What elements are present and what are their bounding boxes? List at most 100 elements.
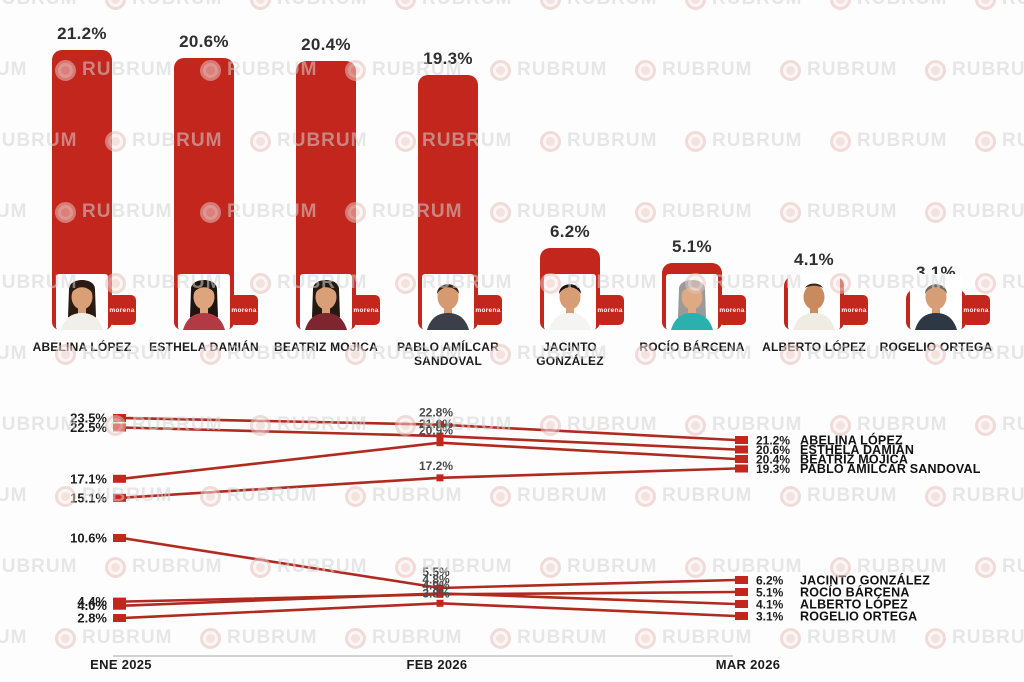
party-logo-label: morena bbox=[963, 306, 989, 314]
avatar-neck bbox=[566, 306, 574, 315]
avatar-torso bbox=[671, 313, 713, 330]
avatar-head bbox=[193, 284, 215, 310]
avatar-torso bbox=[549, 313, 591, 330]
trend-marker-left bbox=[113, 414, 126, 422]
candidate-avatar bbox=[788, 274, 840, 330]
bar-value-label: 6.2% bbox=[550, 222, 590, 241]
trend-left-value: 4.4% bbox=[77, 594, 107, 609]
candidate-name-line: ROCÍO BÁRCENA bbox=[639, 340, 745, 354]
party-logo-label: morena bbox=[231, 306, 257, 314]
trend-marker-left bbox=[113, 423, 126, 432]
candidate-name: PABLO AMÍLCAR SANDOVAL bbox=[386, 340, 510, 369]
avatar-neck bbox=[444, 306, 452, 315]
trend-marker-mid bbox=[436, 599, 444, 607]
x-axis-label: MAR 2026 bbox=[716, 657, 781, 672]
avatar-neck bbox=[78, 306, 86, 315]
trend-series-name: ALBERTO LÓPEZ bbox=[800, 597, 908, 612]
trend-marker-right bbox=[735, 612, 748, 620]
party-logo-label: morena bbox=[109, 306, 135, 314]
avatar-neck bbox=[810, 306, 818, 315]
party-logo-tab: morena bbox=[596, 295, 624, 325]
trend-series-name: ROGELIO ORTEGA bbox=[800, 610, 917, 624]
trend-marker-right bbox=[735, 576, 748, 584]
party-logo-tab: morena bbox=[108, 295, 136, 325]
bar-value-label: 19.3% bbox=[423, 49, 473, 68]
avatar-torso bbox=[427, 313, 469, 330]
candidate-name-line: GONZÁLEZ bbox=[536, 354, 604, 369]
party-logo-label: morena bbox=[475, 306, 501, 314]
trend-left-value: 23.5% bbox=[70, 411, 107, 426]
avatar-torso bbox=[793, 313, 835, 330]
avatar-head bbox=[71, 284, 93, 310]
candidate-name-line: JACINTO bbox=[543, 340, 597, 354]
trend-left-value: 10.6% bbox=[70, 531, 107, 546]
avatar-hair bbox=[925, 284, 947, 294]
avatar-hair bbox=[437, 284, 459, 294]
bar-value-label: 5.1% bbox=[672, 237, 712, 256]
candidate-name-line: SANDOVAL bbox=[413, 354, 483, 369]
candidate-name-line: PABLO AMÍLCAR bbox=[397, 340, 499, 354]
party-logo-tab: morena bbox=[474, 295, 502, 325]
party-logo-label: morena bbox=[353, 306, 379, 314]
avatar-hair bbox=[193, 284, 215, 294]
trend-series-name: ESTHELA DAMIÁN bbox=[800, 442, 914, 457]
trend-right-value: 5.1% bbox=[756, 586, 784, 600]
trend-right-value: 20.4% bbox=[756, 453, 790, 467]
trend-marker-right bbox=[735, 600, 748, 608]
trend-mid-value: 17.2% bbox=[419, 459, 453, 473]
candidate-name: JACINTO GONZÁLEZ bbox=[508, 340, 632, 369]
avatar-hair bbox=[805, 283, 823, 288]
candidate-avatar bbox=[178, 274, 230, 330]
trend-marker-mid bbox=[436, 584, 444, 592]
trend-marker-left bbox=[113, 493, 126, 502]
candidate-avatar bbox=[56, 274, 108, 330]
trend-right-value: 19.3% bbox=[756, 462, 790, 476]
trend-left-value: 22.5% bbox=[70, 420, 107, 435]
party-logo-tab: morena bbox=[962, 295, 990, 325]
trend-series-name: ROCÍO BÁRCENA bbox=[800, 585, 910, 600]
trend-left-value: 15.1% bbox=[70, 490, 107, 505]
trend-marker-right bbox=[735, 436, 748, 444]
avatar-neck bbox=[200, 306, 208, 315]
trend-series-name: PABLO AMÍLCAR SANDOVAL bbox=[800, 461, 981, 476]
avatar-torso bbox=[305, 313, 347, 330]
avatar-head bbox=[559, 284, 581, 310]
candidate-name: ROCÍO BÁRCENA bbox=[630, 340, 754, 354]
avatar-hair bbox=[71, 284, 93, 294]
trend-marker-left bbox=[113, 534, 126, 542]
trend-marker-mid bbox=[436, 439, 444, 447]
party-logo-label: morena bbox=[597, 306, 623, 314]
party-logo-tab: morena bbox=[230, 295, 258, 325]
x-axis-label: FEB 2026 bbox=[407, 657, 468, 672]
trend-mid-value: 4.8% bbox=[422, 572, 450, 586]
trend-right-value: 6.2% bbox=[756, 574, 784, 588]
trend-marker-left bbox=[113, 614, 126, 623]
x-axis-label: ENE 2025 bbox=[90, 657, 152, 672]
trend-mid-value: 3.8% bbox=[422, 586, 450, 600]
avatar-neck bbox=[688, 306, 696, 315]
trend-line bbox=[121, 601, 736, 620]
trend-marker-right bbox=[735, 445, 748, 454]
trend-left-value: 4.0% bbox=[77, 598, 107, 613]
party-logo-tab: morena bbox=[840, 295, 868, 325]
avatar-neck bbox=[322, 306, 330, 315]
trend-mid-value: 4.9% bbox=[422, 578, 450, 592]
candidate-avatar bbox=[422, 274, 474, 330]
trend-marker-mid bbox=[436, 474, 444, 482]
avatar-hair bbox=[315, 284, 337, 294]
party-logo-label: morena bbox=[719, 306, 745, 314]
trend-marker-mid bbox=[436, 432, 444, 440]
party-logo-tab: morena bbox=[352, 295, 380, 325]
candidate-avatar bbox=[910, 274, 962, 330]
trend-line bbox=[121, 467, 736, 500]
party-logo-tab: morena bbox=[718, 295, 746, 325]
trend-right-value: 3.1% bbox=[756, 610, 784, 624]
trend-marker-left bbox=[113, 474, 126, 483]
trend-marker-mid bbox=[436, 589, 444, 597]
trend-left-value: 17.1% bbox=[70, 471, 107, 486]
avatar-neck bbox=[932, 306, 940, 315]
trend-marker-left bbox=[113, 597, 126, 606]
bar-value-label: 21.2% bbox=[57, 24, 107, 43]
